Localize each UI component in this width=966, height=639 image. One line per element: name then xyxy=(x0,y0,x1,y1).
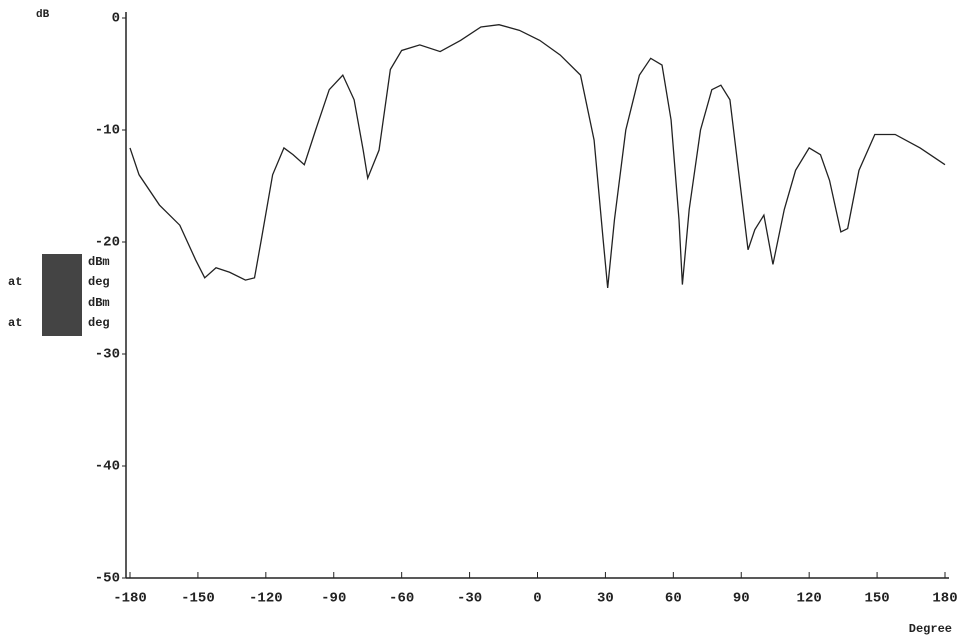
y-tick-label: -30 xyxy=(95,347,120,363)
y-axis-label: dB xyxy=(36,9,50,21)
y-tick-label: -50 xyxy=(95,571,120,587)
x-tick-label: -180 xyxy=(113,591,147,607)
readout-label: at xyxy=(8,275,22,289)
y-tick-label: -20 xyxy=(95,235,120,251)
x-tick-label: -30 xyxy=(457,591,482,607)
readout-label: deg xyxy=(88,316,110,330)
x-tick-label: 60 xyxy=(665,591,682,607)
readout-label: at xyxy=(8,316,22,330)
y-tick-label: -40 xyxy=(95,459,120,475)
readout-label: deg xyxy=(88,275,110,289)
x-tick-label: -120 xyxy=(249,591,283,607)
x-tick-label: 180 xyxy=(932,591,957,607)
readout-label: dBm xyxy=(88,296,110,310)
x-tick-label: 120 xyxy=(797,591,822,607)
x-tick-label: 150 xyxy=(864,591,889,607)
line xyxy=(129,24,946,288)
x-tick-label: -60 xyxy=(389,591,414,607)
readout-label: dBm xyxy=(88,255,110,269)
readout-box xyxy=(42,254,82,336)
x-tick-label: 0 xyxy=(533,591,541,607)
x-tick-label: 30 xyxy=(597,591,614,607)
x-axis-label: Degree xyxy=(909,622,952,636)
x-tick-label: -150 xyxy=(181,591,215,607)
x-tick-label: 90 xyxy=(733,591,750,607)
y-tick-label: -10 xyxy=(95,123,120,139)
x-tick-label: -90 xyxy=(321,591,346,607)
y-tick-label: 0 xyxy=(112,11,120,27)
